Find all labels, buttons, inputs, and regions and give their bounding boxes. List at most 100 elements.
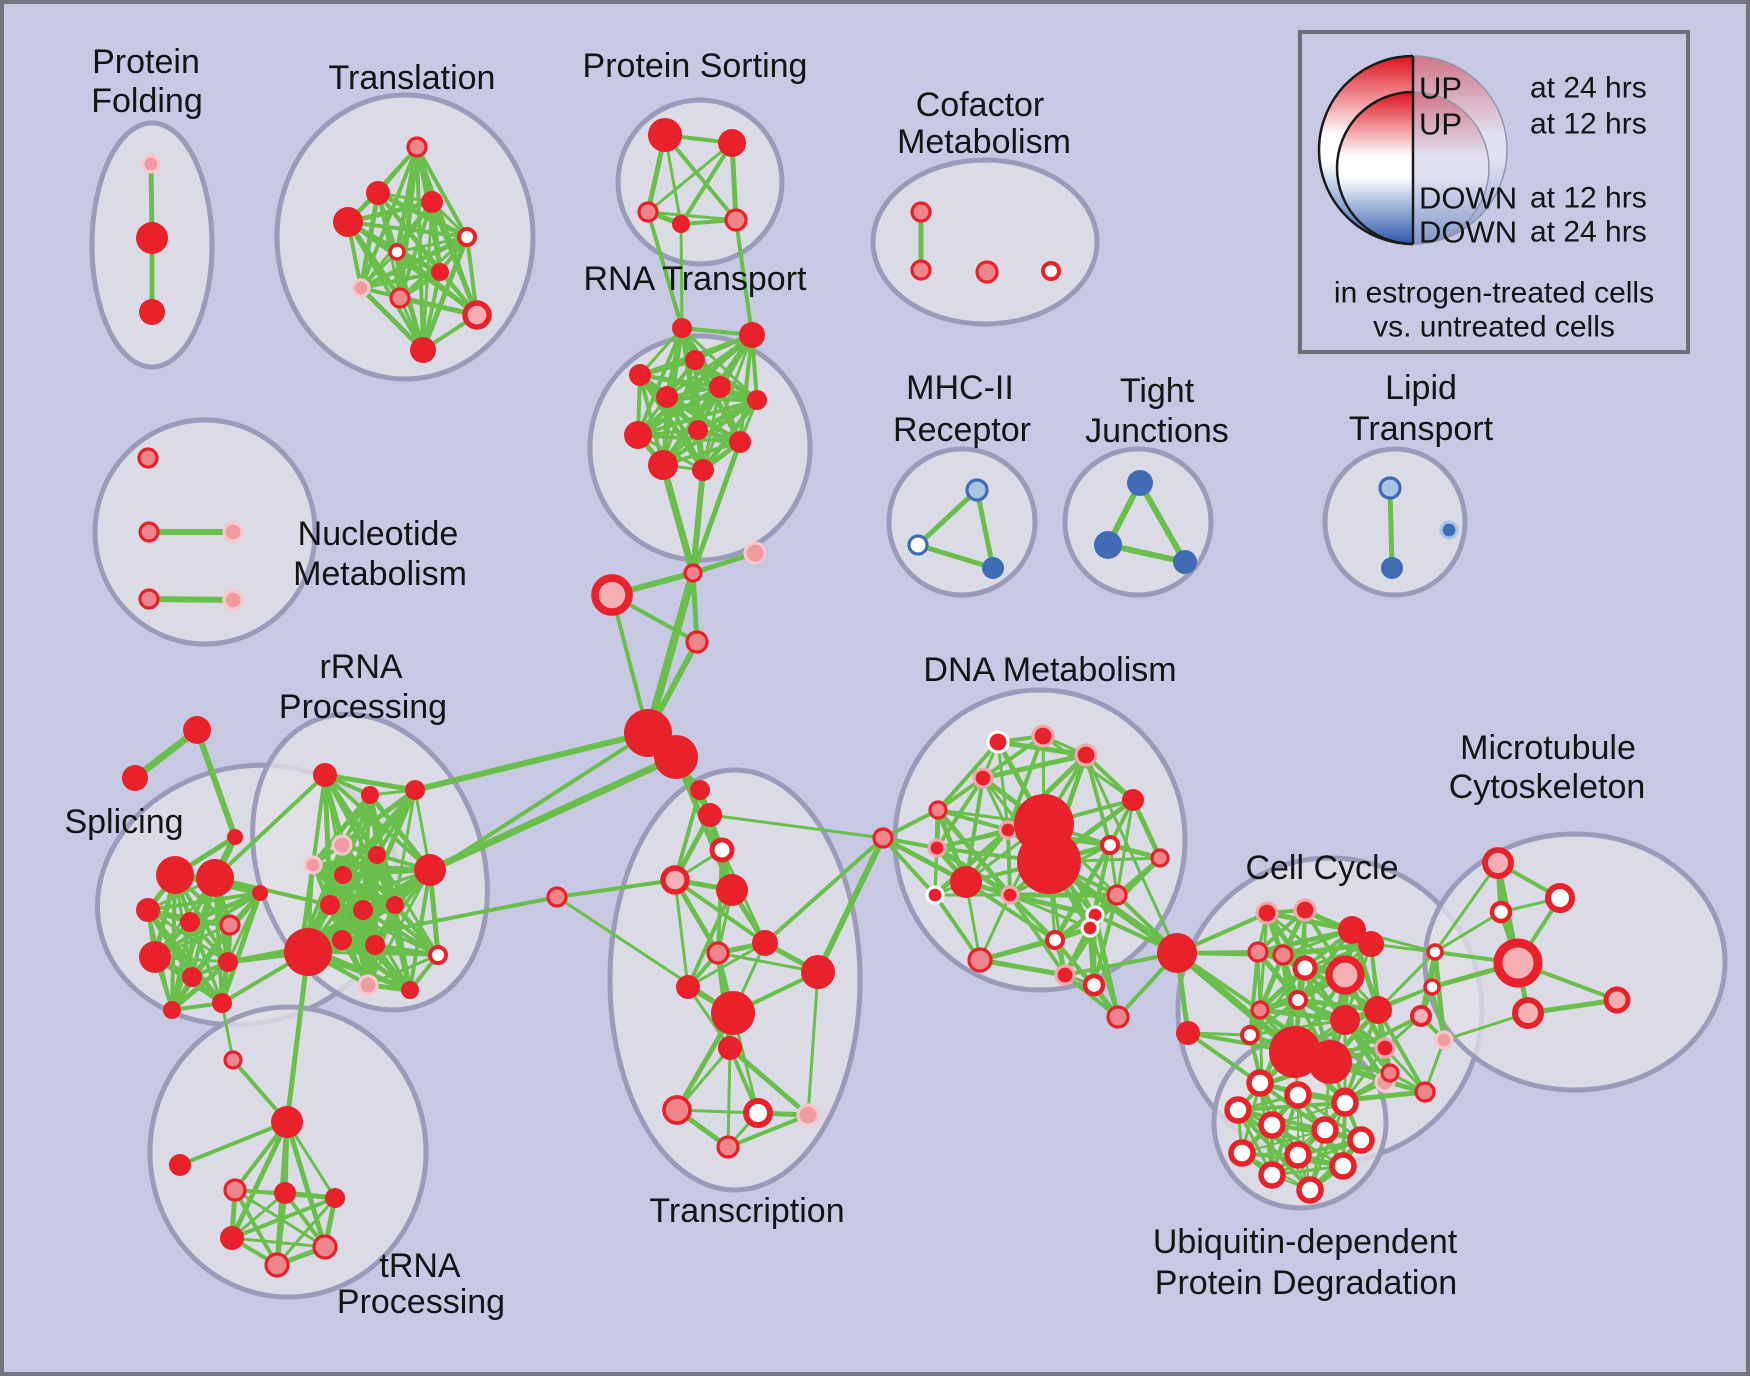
cluster-label-microtubule-cytoskeleton: Cytoskeleton <box>1449 768 1646 806</box>
network-edge <box>936 808 1010 832</box>
network-node <box>729 431 751 453</box>
cluster-ellipse-microtubule-cytoskeleton <box>1422 831 1728 1093</box>
legend-dir-up-12: UP <box>1419 107 1462 142</box>
network-node <box>1255 901 1279 925</box>
network-node <box>405 780 425 800</box>
network-edge <box>981 734 1045 780</box>
network-node <box>1228 1139 1256 1167</box>
cluster-label-mhc-ii-receptor: Receptor <box>893 411 1031 449</box>
legend-time-up-12: at 12 hrs <box>1530 108 1647 141</box>
network-edge <box>1006 734 1045 832</box>
cluster-ellipse-protein-sorting <box>615 97 785 267</box>
network-node <box>122 765 148 791</box>
network-node <box>648 450 678 480</box>
network-node <box>685 630 709 654</box>
network-node <box>136 222 168 254</box>
network-node <box>1074 743 1098 767</box>
network-edge <box>636 398 759 437</box>
network-node <box>654 735 698 779</box>
network-node <box>698 803 722 827</box>
network-node <box>1482 847 1514 879</box>
network-edge <box>974 487 996 571</box>
network-node <box>1100 835 1120 855</box>
network-edge <box>1088 926 1120 1019</box>
network-edge <box>964 880 1057 942</box>
network-node <box>688 420 708 440</box>
network-edge <box>189 890 263 980</box>
network-edge <box>980 752 1089 781</box>
network-node <box>1150 848 1170 868</box>
legend-dir-down-12: DOWN <box>1419 181 1517 216</box>
network-edge <box>358 285 426 353</box>
network-node <box>801 955 835 989</box>
network-node <box>1358 931 1384 957</box>
network-edge <box>763 836 885 945</box>
network-node <box>709 376 731 398</box>
cluster-label-ubiquitin-dependent-protein-degradation: Protein Degradation <box>1155 1264 1457 1302</box>
network-node <box>660 865 690 895</box>
network-node <box>629 364 651 386</box>
network-edge <box>146 891 262 912</box>
network-edge <box>359 270 442 290</box>
cluster-label-trna-processing: tRNA <box>379 1247 461 1285</box>
network-node <box>739 322 765 348</box>
network-node <box>1272 944 1294 966</box>
network-node <box>219 914 241 936</box>
network-node <box>706 941 730 965</box>
network-node <box>421 191 443 213</box>
network-node <box>662 1095 692 1125</box>
cluster-label-rrna-processing: rRNA <box>319 648 402 686</box>
network-edge <box>664 394 760 403</box>
network-edge <box>1084 753 1179 955</box>
network-node <box>220 1226 244 1250</box>
network-node <box>950 866 982 898</box>
network-edge <box>153 891 262 959</box>
network-edge <box>734 218 754 337</box>
network-node <box>264 1252 290 1278</box>
network-node <box>1439 520 1459 540</box>
network-node <box>975 260 999 284</box>
network-node <box>724 208 748 232</box>
network-edge <box>194 727 238 840</box>
cluster-label-trna-processing: Processing <box>337 1283 505 1321</box>
network-edge <box>1248 950 1260 1037</box>
network-node <box>182 967 202 987</box>
network-edge <box>213 773 327 880</box>
network-edge <box>977 957 1068 978</box>
network-edge <box>686 985 732 1050</box>
network-edge <box>806 970 820 1117</box>
network-node <box>928 800 948 820</box>
network-edge <box>881 836 937 897</box>
network-node <box>462 300 492 330</box>
network-node <box>1493 938 1543 988</box>
network-node <box>137 447 159 469</box>
cluster-label-rrna-processing: Processing <box>279 688 447 726</box>
network-node <box>401 981 419 999</box>
network-edge <box>322 772 418 793</box>
network-node <box>986 730 1010 754</box>
network-node <box>1258 1111 1286 1139</box>
network-node <box>1106 1005 1130 1029</box>
network-node <box>1347 1126 1375 1154</box>
network-edge <box>659 461 697 577</box>
network-node <box>457 227 477 247</box>
network-edge <box>213 876 332 907</box>
network-node <box>927 838 947 858</box>
network-node <box>624 421 652 449</box>
network-node <box>1127 470 1153 496</box>
network-node <box>1041 261 1061 281</box>
network-node <box>692 459 714 481</box>
network-node <box>1106 884 1128 906</box>
network-edge <box>1433 910 1503 954</box>
network-edge <box>367 792 433 873</box>
network-edge <box>996 740 1010 832</box>
network-node <box>1045 930 1065 950</box>
network-edge <box>663 133 738 222</box>
network-node <box>222 521 244 543</box>
network-edge <box>359 145 419 290</box>
network-node <box>351 278 371 298</box>
network-node <box>368 846 386 864</box>
legend-dir-up-24: UP <box>1419 71 1462 106</box>
